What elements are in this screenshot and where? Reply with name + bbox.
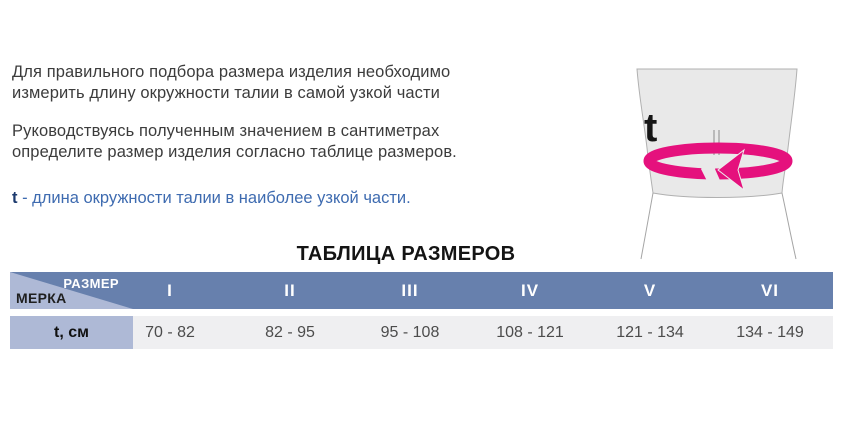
waist-measure-illustration: t [636,68,798,260]
waist-label: t [644,106,657,150]
torso-shape [636,68,798,198]
size-column-header: III [401,280,419,300]
size-table-header: РАЗМЕР МЕРКА I II III IV V VI [10,272,833,309]
size-range-cell: 82 - 95 [265,323,315,341]
size-range-cell: 134 - 149 [736,323,804,341]
size-range-cell: 95 - 108 [380,323,440,341]
size-column-header: II [284,280,296,300]
band-gap [701,155,723,187]
measurement-note: t - длина окружности талии в наиболее уз… [12,188,411,209]
size-column-header: I [167,280,173,300]
measure-arrow-icon [717,148,745,192]
size-range-cell: 70 - 82 [145,323,195,341]
row-label-cell: t, см [10,316,133,349]
measurement-note-text: - длина окружности талии в наиболее узко… [17,189,411,207]
size-column-header: VI [760,280,780,300]
measuring-band [643,142,793,180]
instruction-paragraph-2: Руководствуясь полученным значением в са… [12,121,457,163]
size-range-cell: 108 - 121 [496,323,564,341]
hip-outline-left [640,192,654,260]
corner-label-size: РАЗМЕР [63,276,119,291]
instruction-line: измерить длину окружности талии в самой … [12,84,440,102]
instruction-paragraph-1: Для правильного подбора размера изделия … [12,62,450,104]
size-table-title: ТАБЛИЦА РАЗМЕРОВ [296,243,516,265]
size-column-header: V [643,280,657,300]
size-range-cell: 121 - 134 [616,323,684,341]
hip-outline-right [781,192,797,260]
instruction-line: Руководствуясь полученным значением в са… [12,122,440,140]
size-column-header: IV [520,280,540,300]
instruction-line: Для правильного подбора размера изделия … [12,63,451,81]
measurement-symbol: t [12,189,18,207]
corner-cell: РАЗМЕР МЕРКА [10,272,133,309]
size-table-row: t, см 70 - 82 82 - 95 95 - 108 108 - 121… [10,316,833,349]
corner-label-measure: МЕРКА [16,290,67,306]
instruction-line: определите размер изделия согласно табли… [12,143,457,161]
